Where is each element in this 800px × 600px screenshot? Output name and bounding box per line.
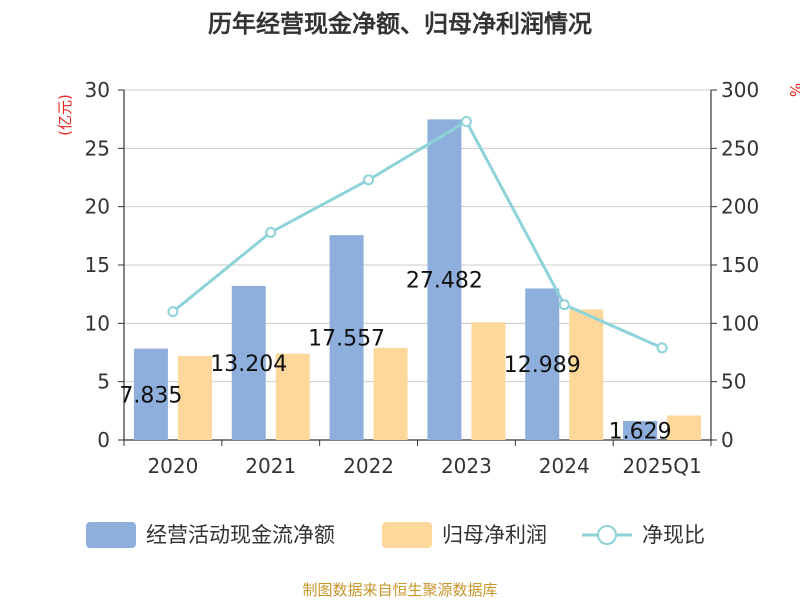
data-labels: 7.835 13.204 17.557 27.482 12.989 1.629 bbox=[119, 269, 671, 445]
y-right-tick-label: 250 bbox=[721, 136, 759, 160]
x-tick-label: 2024 bbox=[539, 454, 590, 478]
y-right-tick-label: 100 bbox=[721, 311, 759, 335]
bar-cashflow bbox=[623, 420, 658, 440]
data-label-cashflow: 27.482 bbox=[406, 269, 483, 294]
x-tick-label: 2020 bbox=[147, 454, 198, 478]
line-point-ratio bbox=[558, 299, 570, 311]
line-point-ratio bbox=[656, 342, 668, 354]
data-label-cashflow: 17.557 bbox=[308, 327, 385, 352]
y-right-tick-label: 50 bbox=[721, 370, 746, 394]
bar-cashflow bbox=[427, 119, 462, 441]
y-right-tick-label: 300 bbox=[721, 78, 759, 102]
y-left-tick-label: 30 bbox=[85, 78, 110, 102]
legend[interactable]: 经营活动现金流净额 归母净利润 净现比 bbox=[86, 522, 705, 548]
x-tick-label: 2023 bbox=[441, 454, 492, 478]
bar-net-profit bbox=[667, 415, 702, 440]
bar-net-profit bbox=[471, 322, 506, 440]
legend-label-cashflow: 经营活动现金流净额 bbox=[146, 523, 335, 547]
y-left-tick-label: 20 bbox=[85, 195, 110, 219]
data-label-cashflow: 1.629 bbox=[609, 419, 672, 444]
data-label-cashflow: 7.835 bbox=[119, 383, 182, 408]
y-right-tick-label: 200 bbox=[721, 195, 759, 219]
bar-net-profit bbox=[177, 356, 212, 440]
bar-cashflow bbox=[329, 235, 364, 440]
line-series bbox=[167, 116, 668, 354]
line-ratio bbox=[171, 119, 663, 350]
y-left-tick-label: 10 bbox=[85, 311, 110, 335]
y-left-tick-label: 15 bbox=[85, 253, 110, 277]
legend-label-ratio: 净现比 bbox=[642, 523, 705, 547]
bar-net-profit bbox=[373, 347, 408, 440]
bar-net-profit bbox=[275, 353, 310, 440]
grid bbox=[124, 89, 711, 383]
line-point-ratio bbox=[363, 174, 375, 186]
source-note: 制图数据来自恒生聚源数据库 bbox=[302, 581, 497, 599]
legend-swatch-ratio-marker bbox=[597, 525, 617, 545]
x-tick-label: 2022 bbox=[343, 454, 394, 478]
y-left-tick-label: 0 bbox=[97, 428, 110, 452]
legend-swatch-net-profit bbox=[382, 522, 432, 548]
x-tick-label: 2025Q1 bbox=[622, 454, 701, 478]
data-label-cashflow: 13.204 bbox=[210, 352, 287, 377]
legend-label-net-profit: 归母净利润 bbox=[442, 523, 547, 547]
y-left-unit: (亿元) bbox=[56, 94, 74, 136]
line-point-ratio bbox=[167, 306, 179, 318]
y-left-tick-label: 25 bbox=[85, 136, 110, 160]
bar-cashflow bbox=[231, 285, 266, 440]
x-tick-label: 2021 bbox=[245, 454, 296, 478]
bar-cashflow bbox=[133, 348, 168, 440]
line-point-ratio bbox=[460, 116, 472, 127]
y-right-tick-label: 0 bbox=[721, 428, 734, 452]
legend-swatch-cashflow bbox=[86, 522, 136, 548]
bars bbox=[133, 119, 702, 441]
bar-cashflow bbox=[525, 288, 560, 440]
line-point-ratio bbox=[265, 226, 277, 238]
chart-title: 历年经营现金净额、归母净利润情况 bbox=[208, 10, 592, 38]
y-right-unit: % bbox=[786, 83, 800, 97]
y-left-tick-label: 5 bbox=[97, 370, 110, 394]
axes: 051015202530050100150200250300(亿元)%20202… bbox=[56, 78, 800, 478]
data-label-cashflow: 12.989 bbox=[504, 353, 581, 378]
y-right-tick-label: 150 bbox=[721, 253, 759, 277]
bar-net-profit bbox=[569, 309, 604, 440]
